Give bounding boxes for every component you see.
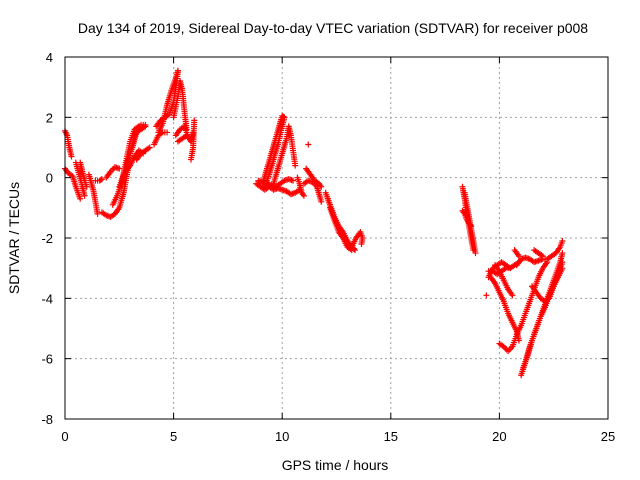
data-point-marker [77,195,84,202]
data-point-marker [97,176,104,183]
data-point-marker [83,183,90,190]
data-point-marker [300,192,307,199]
data-point-marker [174,67,181,74]
data-point-marker [358,241,365,248]
y-tick-label: -4 [41,291,53,306]
x-tick-label: 25 [601,429,615,444]
axis-ticks [64,56,609,420]
y-axis-label: SDTVAR / TECUs [6,182,22,294]
data-point-marker [146,144,153,151]
y-tick-label: -6 [41,352,53,367]
y-tick-label: -2 [41,231,53,246]
x-tick-label: 0 [61,429,68,444]
data-point-marker [539,253,546,260]
data-point-marker [281,114,288,121]
data-point-marker [290,177,297,184]
y-tick-label: 4 [46,50,53,65]
grid-lines [65,57,608,419]
data-point-marker [544,259,551,266]
x-tick-label: 10 [275,429,289,444]
data-point-marker [68,153,75,160]
data-point-marker [81,192,88,199]
y-tick-labels: -8 -6 -4 -2 0 2 4 [41,50,53,427]
data-point-marker [468,222,475,229]
data-point-marker [507,265,514,272]
data-point-marker [559,250,566,257]
y-tick-label: -8 [41,412,53,427]
data-point-marker [483,292,490,299]
y-tick-label: 2 [46,110,53,125]
data-point-marker [559,259,566,266]
data-point-marker [472,250,479,257]
data-point-marker [305,141,312,148]
x-tick-labels: 0 5 10 15 20 25 [61,429,615,444]
y-tick-label: 0 [46,171,53,186]
data-point-marker [191,117,198,124]
data-point-marker [559,238,566,245]
x-axis-label: GPS time / hours [282,457,389,473]
x-tick-label: 15 [384,429,398,444]
data-point-marker [94,210,101,217]
x-tick-label: 20 [492,429,506,444]
data-points [62,67,566,379]
data-point-marker [98,176,105,183]
chart-title: Day 134 of 2019, Sidereal Day-to-day VTE… [78,20,588,36]
data-point-marker [292,162,299,169]
data-point-marker [135,123,142,130]
data-point-marker [515,253,522,260]
data-point-marker [509,292,516,299]
data-point-marker [142,123,149,130]
data-point-marker [116,165,123,172]
x-tick-label: 5 [170,429,177,444]
data-point-marker [164,129,171,136]
data-point-marker [318,198,325,205]
